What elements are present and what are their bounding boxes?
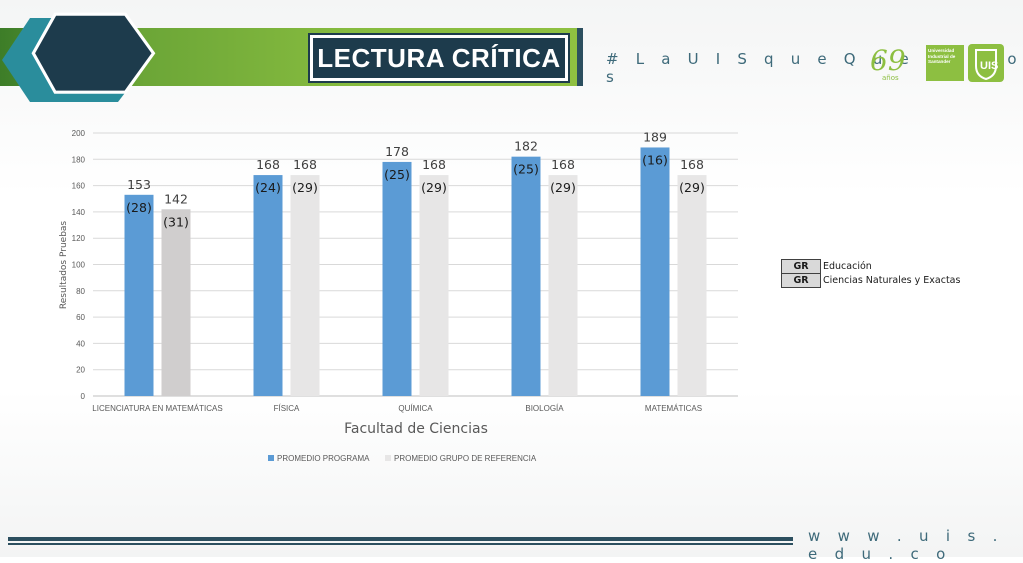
y-tick-label-0: 0 <box>81 392 86 401</box>
count-label-programa-0: (28) <box>126 200 152 215</box>
value-label-referencia-3: 168 <box>551 157 575 172</box>
gr-desc-educacion: Educación <box>823 261 872 272</box>
gr-desc-ciencias: Ciencias Naturales y Exactas <box>823 275 961 286</box>
count-label-referencia-0: (31) <box>163 214 189 229</box>
value-label-referencia-1: 168 <box>293 157 317 172</box>
y-tick-label-160: 160 <box>72 182 86 191</box>
count-label-referencia-3: (29) <box>550 180 576 195</box>
legend-swatch-programa <box>268 455 274 461</box>
bar-referencia-3 <box>548 175 578 396</box>
bar-referencia-4 <box>677 175 707 396</box>
x-tick-label-1: FÍSICA <box>274 404 300 413</box>
bar-referencia-0 <box>161 209 191 396</box>
bar-programa-1 <box>253 175 283 396</box>
x-axis-label: Facultad de Ciencias <box>344 421 488 437</box>
value-label-programa-1: 168 <box>256 157 280 172</box>
bar-programa-3 <box>511 156 541 396</box>
count-label-programa-3: (25) <box>513 162 539 177</box>
count-label-referencia-4: (29) <box>679 180 705 195</box>
university-logo-text: Universidad Industrial de Santander <box>926 45 964 81</box>
label-layer: 153 (28) 142 (31) LICENCIATURA EN MATEMÁTICA… <box>92 129 705 413</box>
y-tick-label-40: 40 <box>76 339 85 348</box>
page-title: LECTURA CRÍTICA <box>317 42 561 73</box>
bar-referencia-2 <box>419 175 449 396</box>
legend-label-programa: PROMEDIO PROGRAMA <box>277 454 370 463</box>
title-box: LECTURA CRÍTICA <box>308 33 570 83</box>
gr-code-educacion: GR <box>781 259 821 274</box>
university-line-3: Santander <box>928 59 951 65</box>
y-tick-label-200: 200 <box>72 129 86 138</box>
x-tick-label-4: MATEMÁTICAS <box>645 404 702 413</box>
y-tick-label-80: 80 <box>76 287 85 296</box>
bar-layer <box>124 147 707 396</box>
footer-url: w w w . u i s . e d u . c o <box>808 527 1004 563</box>
count-label-programa-4: (16) <box>642 152 668 167</box>
legend-swatch-referencia <box>385 455 391 461</box>
bar-programa-4 <box>640 147 670 396</box>
y-tick-label-60: 60 <box>76 313 85 322</box>
anniversary-number: 69 <box>870 44 906 77</box>
count-label-programa-2: (25) <box>384 167 410 182</box>
value-label-referencia-0: 142 <box>164 191 188 206</box>
bar-programa-0 <box>124 194 154 396</box>
y-tick-label-180: 180 <box>72 155 86 164</box>
count-label-referencia-2: (29) <box>421 180 447 195</box>
gr-row-educacion: GR Educación <box>781 259 963 274</box>
grid-layer: 0 20 40 60 80 100 120 140 160 180 200 <box>72 129 738 401</box>
gr-row-ciencias: GR Ciencias Naturales y Exactas <box>781 273 963 288</box>
y-tick-label-20: 20 <box>76 366 85 375</box>
value-label-referencia-4: 168 <box>680 157 704 172</box>
uis-shield-icon: UIS <box>968 44 1004 82</box>
university-line-2: Industrial de <box>928 53 956 59</box>
gr-legend-table: GR Educación GR Ciencias Naturales y Exa… <box>781 259 963 288</box>
gr-code-ciencias: GR <box>781 273 821 288</box>
footer-line-thick <box>8 537 793 541</box>
y-tick-label-100: 100 <box>72 261 86 270</box>
value-label-programa-3: 182 <box>514 139 538 154</box>
count-label-referencia-1: (29) <box>292 180 318 195</box>
y-tick-label-120: 120 <box>72 234 86 243</box>
anniversary-logo: 69 años <box>870 44 906 82</box>
value-label-programa-0: 153 <box>127 177 151 192</box>
legend-label-referencia: PROMEDIO GRUPO DE REFERENCIA <box>394 454 537 463</box>
bar-programa-2 <box>382 161 412 396</box>
footer-line-thin <box>8 543 793 545</box>
anniversary-word: años <box>882 74 899 82</box>
value-label-programa-2: 178 <box>385 144 409 159</box>
chart-legend: PROMEDIO PROGRAMA PROMEDIO GRUPO DE REFE… <box>268 454 537 463</box>
y-tick-label-140: 140 <box>72 208 86 217</box>
x-tick-label-3: BIOLOGÍA <box>525 404 564 413</box>
hashtag-text: # L a U I S q u e Q u e r e m o s <box>606 50 1023 86</box>
x-tick-label-0: LICENCIATURA EN MATEMÁTICAS <box>92 404 222 413</box>
university-line-1: Universidad <box>928 48 955 53</box>
header-bar-edge <box>577 28 583 86</box>
x-tick-label-2: QUÍMICA <box>398 404 433 413</box>
bar-referencia-1 <box>290 175 320 396</box>
y-axis-label: Resultados Pruebas <box>59 221 69 310</box>
value-label-referencia-2: 168 <box>422 157 446 172</box>
value-label-programa-4: 189 <box>643 129 667 144</box>
svg-text:UIS: UIS <box>980 60 998 72</box>
count-label-programa-1: (24) <box>255 180 281 195</box>
